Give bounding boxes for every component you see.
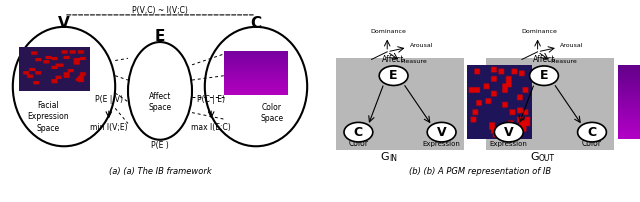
Text: min I(V;E): min I(V;E) <box>90 123 127 132</box>
Text: Color: Color <box>348 139 369 148</box>
Text: G: G <box>531 152 540 162</box>
Text: OUT: OUT <box>538 155 554 163</box>
Text: Arousal: Arousal <box>561 43 584 48</box>
Text: Pleasure: Pleasure <box>400 59 427 64</box>
Text: Facial
Expression
Space: Facial Expression Space <box>27 101 69 133</box>
Text: C: C <box>250 16 262 31</box>
Text: Facial
Expression: Facial Expression <box>490 134 528 147</box>
FancyBboxPatch shape <box>336 58 464 149</box>
Text: Dominance: Dominance <box>521 29 557 34</box>
Text: P(V,C) ~ I(V;C): P(V,C) ~ I(V;C) <box>132 6 188 15</box>
Text: Facial
Expression: Facial Expression <box>422 134 461 147</box>
Text: E: E <box>155 29 165 44</box>
Text: Affect
Space: Affect Space <box>148 92 172 112</box>
Text: V: V <box>504 126 514 139</box>
Text: C: C <box>588 126 596 139</box>
Text: Color
Space: Color Space <box>260 103 284 123</box>
Text: V: V <box>58 16 70 31</box>
Text: P(E | V): P(E | V) <box>95 95 123 104</box>
Text: Affect: Affect <box>383 55 404 64</box>
FancyBboxPatch shape <box>486 58 614 149</box>
Text: G: G <box>380 152 389 162</box>
Text: P(C | E): P(C | E) <box>197 95 225 104</box>
Text: IN: IN <box>390 155 397 163</box>
Text: E: E <box>540 69 548 82</box>
Circle shape <box>428 122 456 142</box>
Circle shape <box>380 66 408 85</box>
Circle shape <box>495 122 524 142</box>
Circle shape <box>344 122 372 142</box>
Text: C: C <box>354 126 363 139</box>
Text: Dominance: Dominance <box>371 29 407 34</box>
Text: Pleasure: Pleasure <box>550 59 577 64</box>
Text: (a) (a) The IB framework: (a) (a) The IB framework <box>109 167 211 176</box>
Text: max I(E;C): max I(E;C) <box>191 123 231 132</box>
Text: Color: Color <box>582 139 602 148</box>
Text: (b) (b) A PGM representation of IB: (b) (b) A PGM representation of IB <box>409 167 551 176</box>
Text: Affect: Affect <box>533 55 555 64</box>
Circle shape <box>578 122 607 142</box>
Circle shape <box>530 66 559 85</box>
Text: E: E <box>389 69 398 82</box>
Text: P(E ): P(E ) <box>151 141 169 150</box>
Text: V: V <box>436 126 447 139</box>
Text: Arousal: Arousal <box>410 43 433 48</box>
